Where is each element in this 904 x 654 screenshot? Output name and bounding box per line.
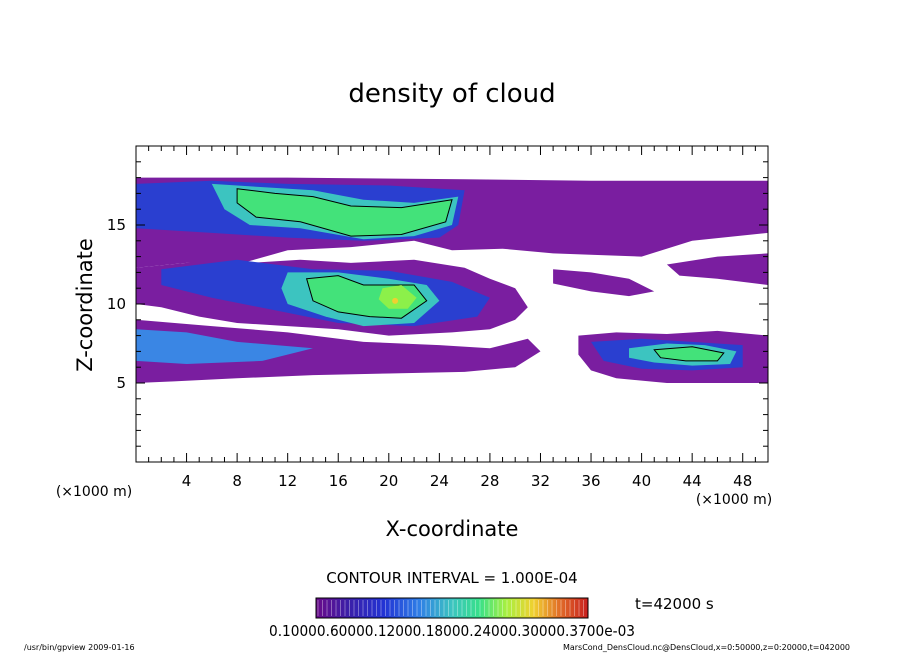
x-tick-label: 8 [232, 472, 242, 490]
plot-area [136, 177, 768, 383]
density-field [136, 177, 768, 383]
lightgreen-core [378, 285, 417, 309]
x-tick-label: 32 [531, 472, 550, 490]
footer-right: MarsCond_DensCloud.nc@DensCloud,x=0:5000… [563, 643, 850, 652]
footer-left: /usr/bin/gpview 2009-01-16 [24, 643, 135, 652]
y-axis-ticks: 5 10 15 [107, 161, 768, 447]
x-tick-label: 40 [632, 472, 651, 490]
green-upper [236, 188, 453, 237]
x-tick-label: 24 [430, 472, 449, 490]
peak-marker [392, 297, 399, 304]
y-tick-label: 15 [107, 216, 126, 234]
y-tick-label: 10 [107, 295, 126, 313]
x-tick-label: 4 [182, 472, 192, 490]
lightblue-lower-left [136, 329, 313, 364]
time-label: t=42000 s [635, 595, 714, 613]
haze-right-streak [666, 253, 768, 285]
x-tick-label: 44 [683, 472, 702, 490]
x-axis-unit: (×1000 m) [696, 492, 772, 508]
x-tick-label: 12 [278, 472, 297, 490]
colorbar-stripes [317, 600, 584, 616]
x-tick-label: 20 [379, 472, 398, 490]
colorbar: 0.10000.60000.12000.18000.24000.30000.37… [269, 597, 635, 640]
y-axis-unit: (×1000 m) [56, 484, 132, 500]
green-lower-right [653, 346, 725, 362]
x-tick-label: 28 [480, 472, 499, 490]
x-axis-label: X-coordinate [386, 517, 519, 541]
colorbar-gradient [315, 597, 589, 619]
haze-mid-right [553, 269, 655, 297]
x-axis-ticks: 4 8 12 16 20 24 28 32 36 40 44 48 [148, 146, 756, 490]
y-tick-label: 5 [116, 374, 126, 392]
chart-title: density of cloud [348, 79, 555, 109]
x-tick-label: 48 [733, 472, 752, 490]
y-axis-label: Z-coordinate [73, 238, 97, 372]
x-tick-label: 16 [329, 472, 348, 490]
haze-lower-left [136, 319, 541, 383]
colorbar-tick-labels: 0.10000.60000.12000.18000.24000.30000.37… [269, 622, 635, 640]
contour-interval-label: CONTOUR INTERVAL = 1.000E-04 [326, 569, 577, 587]
x-tick-label: 36 [581, 472, 600, 490]
